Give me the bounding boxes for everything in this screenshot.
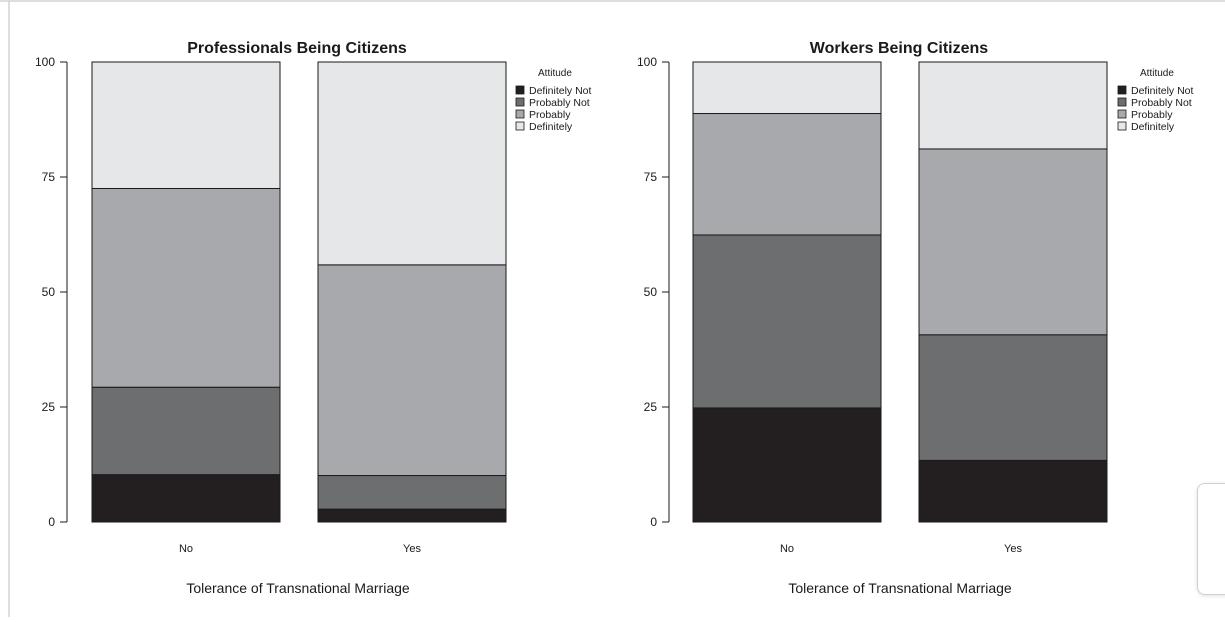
- legend-label: Probably: [1131, 109, 1173, 121]
- x-tick-label: Yes: [403, 543, 421, 555]
- x-tick-label: No: [179, 543, 193, 555]
- bar-segment: [918, 459, 1108, 523]
- x-axis-label: Tolerance of Transnational Marriage: [186, 580, 410, 596]
- legend-title: Attitude: [538, 68, 572, 79]
- bar-segment: [918, 61, 1108, 150]
- bar-segment: [91, 61, 281, 189]
- y-tick-label: 75: [42, 170, 56, 184]
- bar-segment: [91, 474, 281, 523]
- y-tick-label: 25: [644, 400, 658, 414]
- y-tick-label: 0: [48, 515, 55, 529]
- chart-panel-1: Professionals Being Citizens 0 25 50 75 100 No…: [35, 40, 592, 596]
- legend-swatch: [1117, 121, 1127, 131]
- legend-swatch: [515, 109, 525, 119]
- corner-card: [1197, 483, 1225, 595]
- y-tick-label: 100: [637, 55, 657, 69]
- bar-segment: [317, 61, 507, 266]
- legend-label: Definitely: [529, 121, 573, 133]
- chart-title: Workers Being Citizens: [810, 40, 989, 57]
- legend-label: Probably Not: [1131, 97, 1192, 109]
- legend-swatch: [515, 97, 525, 107]
- legend-swatch: [515, 121, 525, 131]
- bar-segment: [918, 334, 1108, 461]
- bar-segment: [91, 386, 281, 476]
- y-tick-label: 100: [35, 55, 55, 69]
- bar-segment: [91, 188, 281, 388]
- legend-swatch: [1117, 85, 1127, 95]
- legend-label: Definitely: [1131, 121, 1175, 133]
- bar-segment: [692, 61, 882, 115]
- x-axis-label: Tolerance of Transnational Marriage: [788, 580, 1012, 596]
- legend-swatch: [1117, 97, 1127, 107]
- bar-segment: [317, 508, 507, 523]
- legend-swatch: [1117, 109, 1127, 119]
- y-tick-label: 75: [644, 170, 658, 184]
- legend-label: Probably Not: [529, 97, 590, 109]
- chart-title: Professionals Being Citizens: [187, 40, 407, 57]
- bar-segment: [317, 264, 507, 477]
- legend-title: Attitude: [1140, 68, 1174, 79]
- legend-label: Probably: [529, 109, 571, 121]
- chart-panel-2: Workers Being Citizens 0 25 50 75 100 No Yes Tol…: [637, 40, 1194, 596]
- bar-segment: [692, 234, 882, 409]
- bar-segment: [918, 148, 1108, 336]
- y-tick-label: 0: [650, 515, 657, 529]
- x-tick-label: No: [780, 543, 794, 555]
- bar-segment: [692, 407, 882, 523]
- legend-label: Definitely Not: [529, 85, 592, 97]
- bar-segment: [692, 113, 882, 236]
- y-tick-label: 25: [42, 400, 56, 414]
- bar-segment: [317, 475, 507, 510]
- legend-label: Definitely Not: [1131, 85, 1194, 97]
- x-tick-label: Yes: [1004, 543, 1022, 555]
- y-tick-label: 50: [644, 285, 658, 299]
- y-tick-label: 50: [42, 285, 56, 299]
- legend-swatch: [515, 85, 525, 95]
